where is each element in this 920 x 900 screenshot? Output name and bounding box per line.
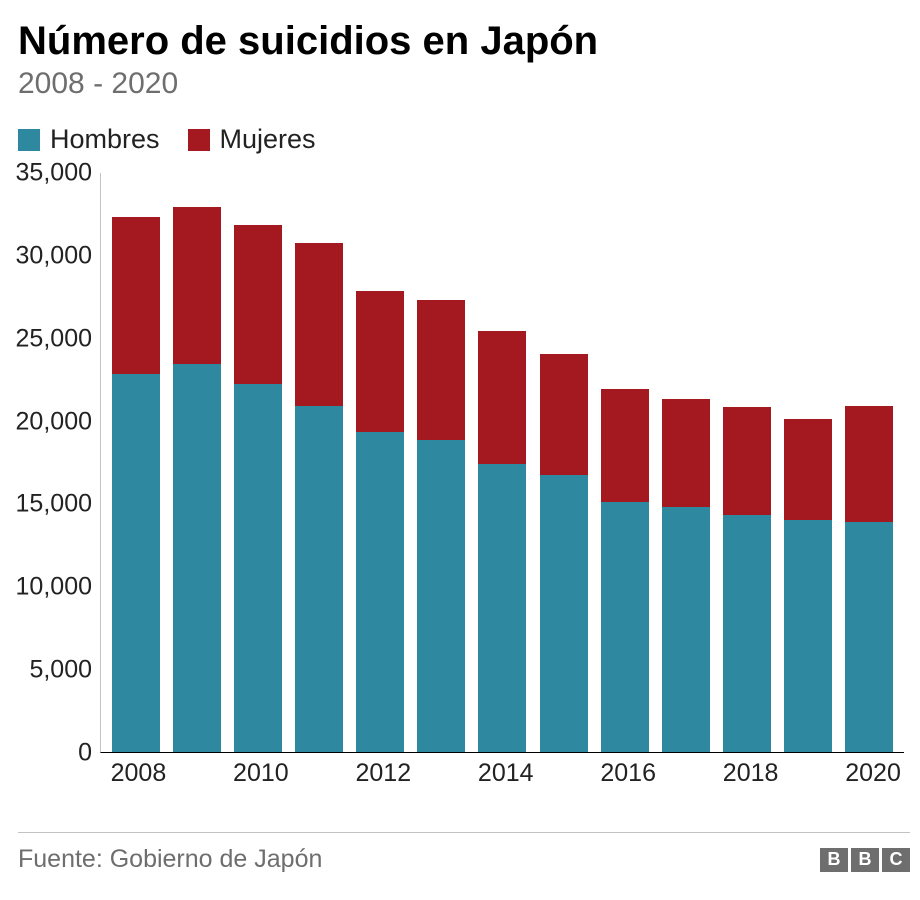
legend-swatch — [18, 129, 40, 151]
bar-segment-hombres — [662, 507, 710, 752]
bar-segment-mujeres — [356, 291, 404, 432]
bar-column — [417, 300, 465, 752]
bar-segment-mujeres — [540, 354, 588, 475]
bar-column — [662, 399, 710, 752]
x-axis: 2008 2010 2012 2014 2016 2018 2020 — [100, 753, 904, 793]
bar-segment-mujeres — [173, 207, 221, 364]
bar-column — [234, 225, 282, 752]
y-tick-label: 30,000 — [16, 241, 92, 270]
bar-segment-mujeres — [112, 217, 160, 374]
bar-column — [723, 407, 771, 752]
y-tick-label: 0 — [78, 739, 92, 768]
bar-segment-hombres — [295, 406, 343, 752]
legend-label: Mujeres — [220, 124, 316, 155]
chart-container: Número de suicidios en Japón 2008 - 2020… — [0, 0, 920, 900]
x-tick-label: 2018 — [723, 753, 771, 793]
bbc-logo: BBC — [820, 848, 910, 872]
bar-column — [356, 291, 404, 752]
bar-segment-hombres — [845, 522, 893, 752]
bbc-logo-box: C — [882, 848, 910, 872]
y-tick-label: 20,000 — [16, 407, 92, 436]
x-tick-label — [784, 753, 832, 793]
bar-segment-hombres — [540, 475, 588, 752]
x-tick-label: 2008 — [111, 753, 159, 793]
x-tick-label: 2016 — [600, 753, 648, 793]
bbc-logo-box: B — [820, 848, 848, 872]
bar-segment-mujeres — [478, 331, 526, 464]
bar-segment-hombres — [112, 374, 160, 752]
bar-segment-hombres — [478, 464, 526, 752]
legend-item: Mujeres — [188, 124, 316, 155]
bar-segment-hombres — [173, 364, 221, 752]
bbc-logo-box: B — [851, 848, 879, 872]
x-tick-label — [417, 753, 465, 793]
bar-segment-hombres — [417, 440, 465, 752]
y-tick-label: 5,000 — [29, 656, 92, 685]
chart-subtitle: 2008 - 2020 — [18, 66, 910, 102]
bar-segment-mujeres — [845, 406, 893, 522]
bar-column — [784, 419, 832, 752]
legend-label: Hombres — [50, 124, 160, 155]
bar-segment-hombres — [784, 520, 832, 752]
bar-column — [173, 207, 221, 752]
bar-segment-hombres — [234, 384, 282, 752]
bar-segment-hombres — [356, 432, 404, 752]
y-tick-label: 35,000 — [16, 159, 92, 188]
legend-swatch — [188, 129, 210, 151]
y-tick-label: 25,000 — [16, 324, 92, 353]
bar-segment-hombres — [601, 502, 649, 752]
bar-segment-mujeres — [601, 389, 649, 502]
bars — [101, 173, 904, 752]
x-tick-label — [662, 753, 710, 793]
x-tick-label — [172, 753, 220, 793]
y-axis: 05,00010,00015,00020,00025,00030,00035,0… — [18, 173, 100, 753]
x-tick-label — [539, 753, 587, 793]
bar-column — [295, 243, 343, 752]
bar-segment-mujeres — [295, 243, 343, 405]
chart-title: Número de suicidios en Japón — [18, 18, 910, 64]
x-tick-label: 2012 — [355, 753, 403, 793]
y-tick-label: 15,000 — [16, 490, 92, 519]
footer: Fuente: Gobierno de Japón BBC — [18, 832, 910, 874]
bar-column — [845, 406, 893, 752]
x-tick-label: 2020 — [845, 753, 893, 793]
bar-column — [601, 389, 649, 752]
x-tick-label — [294, 753, 342, 793]
bar-segment-mujeres — [662, 399, 710, 507]
x-tick-label: 2010 — [233, 753, 281, 793]
plot-area — [100, 173, 904, 753]
bar-column — [112, 217, 160, 752]
x-tick-label: 2014 — [478, 753, 526, 793]
legend: Hombres Mujeres — [18, 124, 910, 155]
bar-segment-mujeres — [417, 300, 465, 441]
bar-segment-mujeres — [234, 225, 282, 384]
bar-segment-hombres — [723, 515, 771, 752]
source-text: Fuente: Gobierno de Japón — [18, 845, 322, 874]
bar-segment-mujeres — [723, 407, 771, 515]
legend-item: Hombres — [18, 124, 160, 155]
bar-segment-mujeres — [784, 419, 832, 520]
bar-column — [478, 331, 526, 752]
y-tick-label: 10,000 — [16, 573, 92, 602]
plot-wrap: 05,00010,00015,00020,00025,00030,00035,0… — [100, 173, 904, 793]
bar-column — [540, 354, 588, 752]
